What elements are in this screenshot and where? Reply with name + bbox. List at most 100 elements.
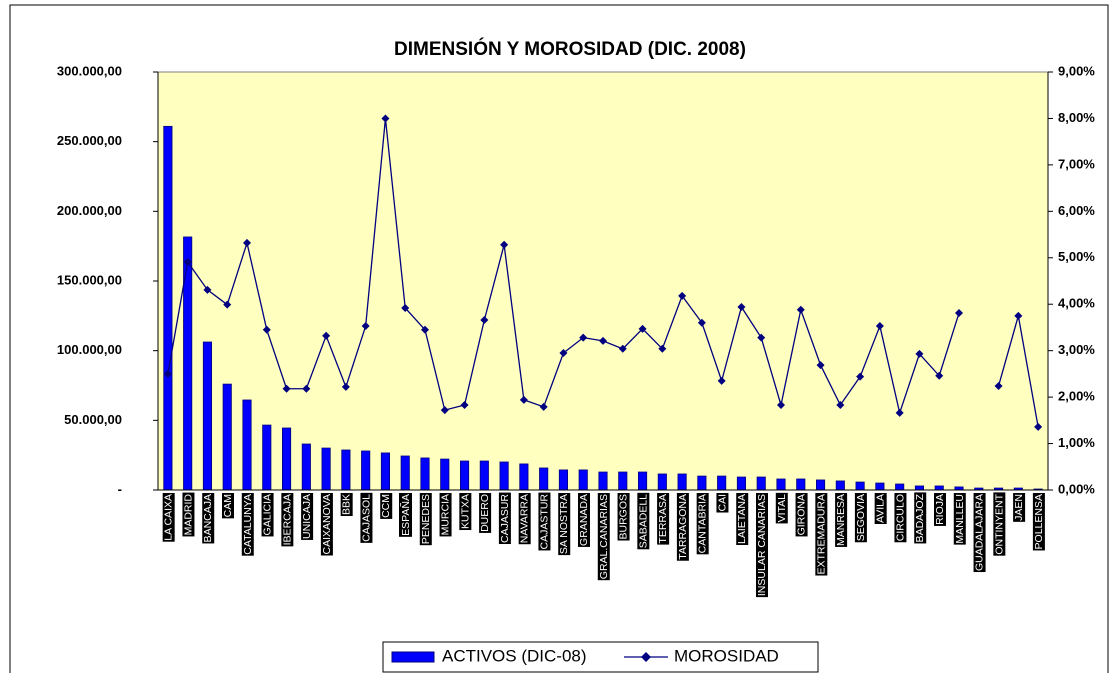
bar [697,475,707,491]
x-tick-label-bg [301,493,314,540]
x-tick-label: BBK [341,494,353,515]
x-tick-group: BANCAJA [202,493,215,544]
x-tick-label-bg [795,493,808,537]
x-tick-label-bg [597,493,610,581]
x-tick-group: TARRAGONA [676,493,689,561]
y-tick-label: 250.000,00 [57,133,122,148]
legend-label: ACTIVOS (DIC-08) [442,646,587,665]
bar [875,482,885,491]
bar [440,458,450,491]
x-tick-group: VITAL [775,492,788,524]
line-marker [658,344,667,353]
line-marker [895,408,904,417]
x-tick-label-bg [578,493,591,547]
x-tick-group: CAJASUR [498,492,511,545]
x-tick-label-bg [261,493,274,537]
x-tick-label: MANLLEU [954,494,966,544]
x-tick-label-bg [281,493,294,547]
x-tick-group: SABADELL [637,492,650,550]
x-tick-label: IBERCAJA [281,494,293,545]
x-tick-group: GRAL.CANARIAS [597,493,610,581]
bar [914,485,924,491]
x-tick-label: CCM [380,494,392,518]
x-tick-label: EXTREMADURA [815,494,827,575]
line-marker [717,376,726,385]
y2-tick-label: 6,00% [1058,203,1095,218]
x-tick-label: GUADALAJARA [974,494,986,571]
x-tick-label-bg [894,493,907,543]
x-tick-group: MADRID [182,492,195,537]
line-marker [500,240,509,249]
x-tick-group: SEGOVIA [854,493,867,543]
x-tick-label: MURCIA [440,494,452,535]
x-tick-group: CANTABRIA [696,493,709,555]
x-tick-group: BADAJOZ [914,492,927,544]
x-tick-label: PENEDES [420,494,432,544]
y-tick-label: 200.000,00 [57,203,122,218]
line-marker [836,401,845,410]
x-tick-label-bg [518,493,531,545]
x-tick-group: ESPAÑA [399,493,413,537]
x-tick-label-bg [439,493,452,537]
line-marker [994,381,1003,390]
x-tick-label-bg [1032,493,1045,551]
bar [934,485,944,491]
bar [598,471,608,491]
x-tick-group: CCM [380,493,393,519]
line-marker [1034,422,1043,431]
x-tick-group: MANLLEU [953,493,966,545]
legend-box [382,641,819,673]
line-marker [875,322,884,331]
line-marker [559,348,568,357]
x-tick-group: GUADALAJARA [973,493,986,573]
x-tick-label-bg [419,493,432,546]
line-marker [1014,311,1023,320]
bar [816,479,826,491]
bar [578,469,588,491]
x-tick-group: CAJASTUR [538,492,551,551]
x-tick-label-bg [736,493,749,545]
line-marker [697,318,706,327]
line-marker [243,238,251,247]
x-tick-label: VITAL [776,494,788,523]
line-marker [203,285,212,294]
bar [400,455,410,491]
bar [222,383,232,491]
x-tick-label: POLLENSA [1033,494,1045,549]
x-tick-label: CAJASTUR [538,494,550,550]
y-tick-label: - [118,481,122,496]
x-tick-label-bg [993,492,1006,556]
x-tick-label-bg [360,492,373,543]
x-tick-label-bg [538,492,551,551]
x-tick-label: CAJASUR [499,494,511,543]
x-tick-label-bg [222,493,235,519]
x-tick-group: KUTXA [459,493,472,531]
x-tick-label: CAIXANOVA [321,494,333,555]
bar [835,480,845,491]
x-tick-group: CAJASOL [360,492,373,543]
line-marker [282,384,291,393]
line-marker [223,300,232,309]
line-marker [955,309,963,318]
y-tick-label: 100.000,00 [57,342,122,357]
bar [736,476,746,491]
x-tick-label: LA CAIXA [163,494,175,541]
line-marker [678,291,687,300]
bar [479,460,489,491]
y2-tick-label: 3,00% [1058,342,1095,357]
x-tick-label-bg [202,493,215,544]
line-marker [935,371,944,380]
line-marker [460,401,469,410]
x-tick-group: CIRCULO [894,493,907,543]
x-tick-label: GRAL.CANARIAS [598,494,610,579]
x-tick-label: TARRAGONA [677,494,689,560]
x-tick-label-bg [558,493,571,556]
x-tick-label: SEGOVIA [855,494,867,541]
x-tick-label-bg [399,493,413,537]
plot-area [157,71,1049,491]
x-tick-label-bg [657,493,670,545]
x-tick-label: GRANADA [578,494,590,546]
x-tick-group: PENEDES [419,493,432,546]
x-tick-group: POLLENSA [1032,493,1045,551]
bar [380,452,390,491]
